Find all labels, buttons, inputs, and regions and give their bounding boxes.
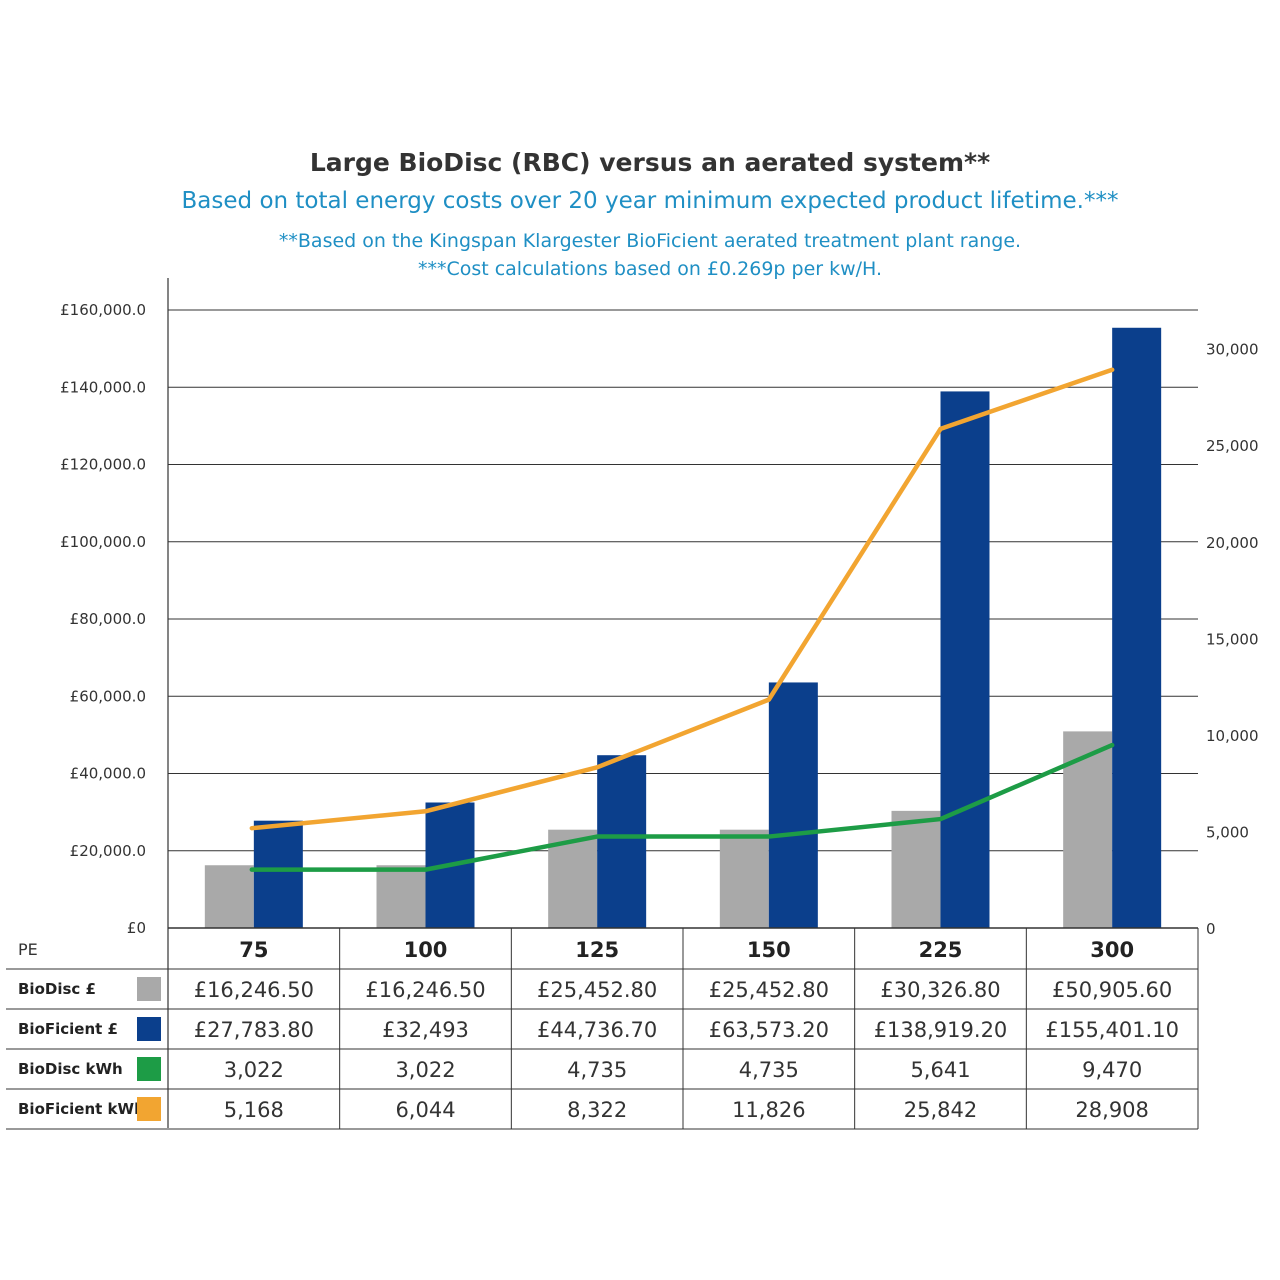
data-label: 5,168 <box>224 1098 284 1122</box>
y2-tick-label: 5,000 <box>1206 823 1249 841</box>
bar-biodisc-gbp <box>204 865 254 928</box>
y2-tick-label: 0 <box>1206 920 1216 938</box>
data-label: £27,783.80 <box>194 1018 314 1042</box>
line-biodisc-kwh <box>249 742 1115 872</box>
category-label: 150 <box>747 938 791 962</box>
legend-swatch <box>137 1017 161 1041</box>
y-tick-label: £100,000.0 <box>60 533 146 551</box>
legend-label: BioDisc kWh <box>18 1060 123 1078</box>
y-tick-label: £0 <box>127 919 146 937</box>
y-tick-label: £160,000.0 <box>60 301 146 319</box>
bar-biodisc-gbp <box>891 810 941 928</box>
data-label: 28,908 <box>1075 1098 1148 1122</box>
x-axis-label: PE <box>18 940 38 959</box>
data-label: 3,022 <box>224 1058 284 1082</box>
data-label: 4,735 <box>567 1058 627 1082</box>
y-tick-label: £20,000.0 <box>70 842 146 860</box>
data-label: 25,842 <box>904 1098 977 1122</box>
bar-bioficient-gbp <box>253 820 303 928</box>
bar-bioficient-gbp <box>940 391 990 929</box>
chart-subtitle: Based on total energy costs over 20 year… <box>181 188 1119 214</box>
data-label: 4,735 <box>739 1058 799 1082</box>
y2-tick-label: 30,000 <box>1206 341 1259 359</box>
bar-bioficient-gbp <box>768 682 818 928</box>
category-label: 300 <box>1090 938 1134 962</box>
data-label: £30,326.80 <box>880 978 1000 1002</box>
y-tick-label: £40,000.0 <box>70 765 146 783</box>
data-label: £16,246.50 <box>194 978 314 1002</box>
data-label: £25,452.80 <box>709 978 829 1002</box>
data-label: £25,452.80 <box>537 978 657 1002</box>
data-label: £50,905.60 <box>1052 978 1172 1002</box>
legend-label: BioFicient £ <box>18 1020 118 1038</box>
y2-tick-label: 15,000 <box>1206 630 1259 648</box>
line-bioficient-kwh <box>249 367 1115 831</box>
y-tick-label: £60,000.0 <box>70 687 146 705</box>
bar-bioficient-gbp <box>1112 327 1162 928</box>
category-label: 125 <box>575 938 619 962</box>
y-tick-label: £120,000.0 <box>60 456 146 474</box>
y2-tick-label: 25,000 <box>1206 437 1259 455</box>
category-label: 75 <box>239 938 268 962</box>
bar-biodisc-gbp <box>376 865 426 928</box>
chart-title: Large BioDisc (RBC) versus an aerated sy… <box>309 148 991 177</box>
category-label: 225 <box>919 938 963 962</box>
y2-tick-label: 20,000 <box>1206 534 1259 552</box>
data-label: 8,322 <box>567 1098 627 1122</box>
bar-biodisc-gbp <box>719 829 769 928</box>
data-label: £44,736.70 <box>537 1018 657 1042</box>
y-tick-label: £80,000.0 <box>70 610 146 628</box>
chart-note-1: **Based on the Kingspan Klargester BioFi… <box>278 230 1022 252</box>
data-label: £16,246.50 <box>365 978 485 1002</box>
data-label: 5,641 <box>910 1058 970 1082</box>
data-label: £155,401.10 <box>1045 1018 1179 1042</box>
data-label: 9,470 <box>1082 1058 1142 1082</box>
data-label: £32,493 <box>382 1018 469 1042</box>
y-tick-label: £140,000.0 <box>60 378 146 396</box>
data-label: 11,826 <box>732 1098 805 1122</box>
category-label: 100 <box>404 938 448 962</box>
y2-tick-label: 10,000 <box>1206 727 1259 745</box>
legend-label: BioDisc £ <box>18 980 96 998</box>
legend-label: BioFicient kWh <box>18 1100 145 1118</box>
chart-note-2: ***Cost calculations based on £0.269p pe… <box>417 258 883 280</box>
legend-swatch <box>137 1057 161 1081</box>
data-label: 6,044 <box>395 1098 455 1122</box>
data-label: 3,022 <box>395 1058 455 1082</box>
bar-bioficient-gbp <box>597 755 647 928</box>
data-label: £63,573.20 <box>709 1018 829 1042</box>
legend-swatch <box>137 977 161 1001</box>
legend-swatch <box>137 1097 161 1121</box>
data-label: £138,919.20 <box>874 1018 1008 1042</box>
